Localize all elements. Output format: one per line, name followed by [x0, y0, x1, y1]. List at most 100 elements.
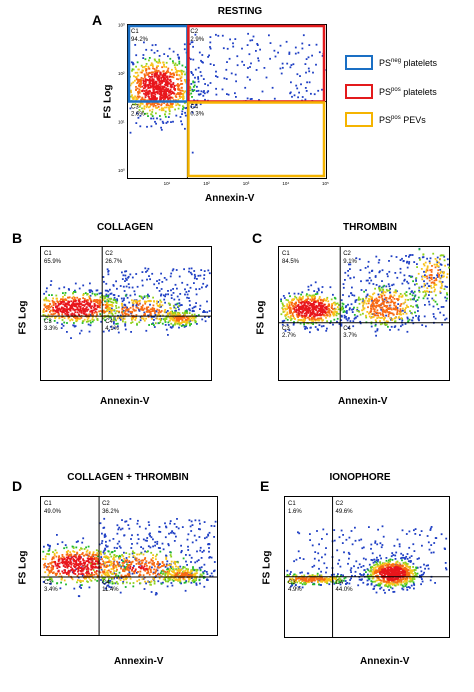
event-dot	[185, 107, 188, 109]
event-dot	[144, 314, 146, 316]
event-dot	[90, 307, 93, 310]
event-dot	[177, 573, 180, 576]
event-dot	[148, 581, 151, 583]
event-dot	[125, 520, 128, 523]
event-dot	[74, 300, 77, 303]
event-dot	[166, 120, 169, 123]
event-dot	[157, 566, 159, 568]
event-dot	[131, 321, 134, 324]
event-dot	[138, 558, 140, 561]
legend-label: PSneg platelets	[379, 57, 438, 68]
event-dot	[166, 571, 169, 573]
event-dot	[70, 576, 73, 579]
event-dot	[336, 312, 338, 315]
event-dot	[82, 569, 84, 572]
event-dot	[63, 561, 66, 563]
event-dot	[152, 557, 154, 559]
event-dot	[306, 293, 308, 296]
event-dot	[209, 41, 212, 44]
event-dot	[48, 305, 50, 307]
event-dot	[393, 294, 396, 297]
event-dot	[155, 85, 158, 88]
event-dot	[61, 316, 63, 319]
event-dot	[96, 301, 99, 303]
event-dot	[66, 306, 68, 309]
event-dot	[139, 573, 141, 576]
event-dot	[178, 326, 180, 329]
event-dot	[145, 560, 148, 563]
event-dot	[62, 307, 65, 309]
event-dot	[167, 116, 170, 118]
event-dot	[135, 122, 138, 124]
event-dot	[91, 562, 94, 565]
event-dot	[307, 316, 310, 319]
event-dot	[105, 555, 108, 558]
event-dot	[291, 312, 294, 315]
event-dot	[79, 562, 82, 565]
event-dot	[144, 83, 147, 85]
event-dot	[127, 310, 130, 313]
event-dot	[169, 96, 172, 99]
event-dot	[106, 298, 109, 301]
event-dot	[79, 584, 82, 587]
event-dot	[76, 303, 79, 306]
y-axis-label-c: FS Log	[255, 300, 267, 335]
event-dot	[134, 71, 137, 74]
event-dot	[292, 307, 294, 310]
event-dot	[97, 561, 99, 564]
event-dot	[187, 317, 189, 320]
event-dot	[282, 303, 284, 306]
event-dot	[103, 568, 106, 571]
event-dot	[56, 551, 58, 554]
event-dot	[310, 319, 313, 322]
event-dot	[124, 577, 127, 580]
event-dot	[92, 309, 94, 312]
event-dot	[116, 532, 119, 535]
event-dot	[146, 568, 148, 571]
event-dot	[159, 83, 162, 86]
event-dot	[405, 312, 408, 315]
event-dot	[324, 303, 327, 306]
event-dot	[298, 314, 301, 317]
event-dot	[365, 279, 368, 282]
event-dot	[379, 307, 382, 309]
event-dot	[304, 63, 307, 65]
event-dot	[196, 85, 198, 88]
event-dot	[446, 286, 448, 288]
event-dot	[56, 567, 59, 570]
event-dot	[61, 562, 64, 565]
event-dot	[61, 298, 64, 301]
event-dot	[165, 555, 168, 557]
event-dot	[67, 554, 70, 557]
event-dot	[158, 86, 161, 89]
event-dot	[161, 66, 163, 69]
event-dot	[318, 297, 321, 300]
event-dot	[85, 300, 88, 303]
event-dot	[108, 297, 111, 300]
event-dot	[66, 562, 68, 565]
event-dot	[303, 314, 306, 317]
event-dot	[96, 293, 99, 296]
quadrant-percentage: 36.2%	[102, 509, 120, 515]
event-dot	[124, 586, 127, 588]
event-dot	[347, 326, 350, 329]
event-dot	[170, 86, 173, 89]
event-dot	[173, 316, 176, 318]
event-dot	[213, 561, 216, 563]
event-dot	[121, 307, 124, 310]
event-dot	[143, 66, 146, 68]
event-dot	[106, 302, 108, 305]
event-dot	[235, 80, 237, 83]
event-dot	[85, 313, 87, 316]
event-dot	[130, 547, 133, 549]
event-dot	[427, 285, 430, 287]
event-dot	[235, 96, 237, 98]
event-dot	[56, 305, 59, 308]
event-dot	[161, 322, 164, 325]
event-dot	[170, 311, 172, 313]
event-dot	[130, 322, 132, 324]
event-dot	[115, 280, 117, 283]
event-dot	[108, 586, 111, 588]
event-dot	[139, 86, 142, 88]
event-dot	[406, 261, 408, 264]
